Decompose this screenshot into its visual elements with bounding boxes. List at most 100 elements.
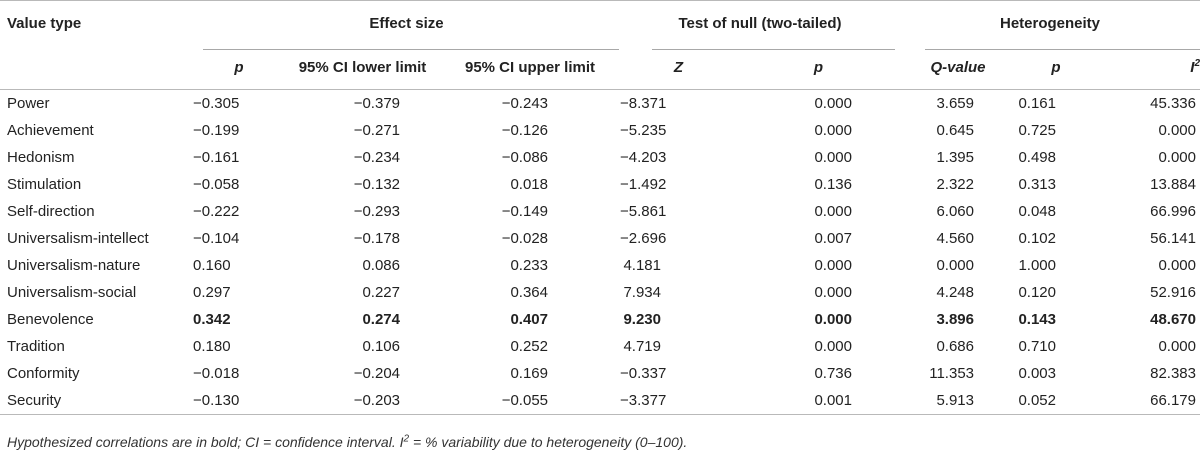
- value-z-cell: −5.861: [620, 203, 667, 220]
- value-ci-upper-cell: 0.407: [510, 311, 548, 328]
- table-row: Universalism-intellect −0.104 −0.178 −0.028…: [0, 225, 1200, 252]
- value-ci-upper-cell: 0.018: [510, 176, 548, 193]
- value-ci-upper-cell: −0.086: [501, 149, 548, 166]
- value-z-cell: −3.377: [620, 392, 667, 409]
- value-p-cell: −0.222: [193, 203, 240, 220]
- value-type-cell: Self-direction: [7, 203, 95, 220]
- value-p-het-cell: 0.143: [1018, 311, 1056, 328]
- value-q-cell: 4.248: [936, 284, 974, 301]
- header-test-of-null: Test of null (two-tailed): [678, 14, 842, 32]
- value-p-cell: −0.058: [193, 176, 240, 193]
- value-type-cell: Power: [7, 95, 50, 112]
- value-type-cell: Benevolence: [7, 311, 94, 328]
- value-p-null-cell: 0.136: [814, 176, 852, 193]
- value-p-het-cell: 0.313: [1018, 176, 1056, 193]
- value-p-cell: 0.297: [193, 284, 231, 301]
- value-p-null-cell: 0.000: [814, 257, 852, 274]
- table-row: Tradition 0.180 0.106 0.252 4.719 0.000 0.686 0…: [0, 333, 1200, 360]
- value-ci-upper-cell: −0.243: [501, 95, 548, 112]
- value-type-cell: Achievement: [7, 122, 94, 139]
- value-z-cell: 9.230: [623, 311, 661, 328]
- value-z-cell: −0.337: [620, 365, 667, 382]
- value-type-cell: Conformity: [7, 365, 80, 382]
- test-of-null-rule: [652, 49, 895, 50]
- value-ci-lower-cell: −0.203: [353, 392, 400, 409]
- value-i2-cell: 0.000: [1158, 338, 1196, 355]
- value-ci-lower-cell: −0.379: [353, 95, 400, 112]
- value-p-cell: −0.018: [193, 365, 240, 382]
- header-ci-lower: 95% CI lower limit: [298, 58, 427, 76]
- value-p-null-cell: 0.736: [814, 365, 852, 382]
- header-row-groups: Value type Effect size Test of null (two…: [0, 1, 1200, 45]
- value-p-null-cell: 0.000: [814, 284, 852, 301]
- value-i2-cell: 0.000: [1158, 122, 1196, 139]
- value-q-cell: 1.395: [936, 149, 974, 166]
- value-ci-lower-cell: 0.274: [362, 311, 400, 328]
- value-z-cell: 4.181: [623, 257, 661, 274]
- value-ci-upper-cell: −0.028: [501, 230, 548, 247]
- value-type-cell: Universalism-social: [7, 284, 137, 301]
- value-p-het-cell: 0.120: [1018, 284, 1056, 301]
- table-row: Conformity −0.018 −0.204 0.169 −0.337 0.736 11…: [0, 360, 1200, 387]
- value-z-cell: 4.719: [623, 338, 661, 355]
- header-p-heterogeneity: p: [1051, 58, 1061, 76]
- value-p-cell: −0.130: [193, 392, 240, 409]
- table-row: Self-direction −0.222 −0.293 −0.149 −5.861 0.…: [0, 198, 1200, 225]
- value-p-null-cell: 0.000: [814, 149, 852, 166]
- value-p-null-cell: 0.000: [814, 338, 852, 355]
- value-i2-cell: 0.000: [1158, 149, 1196, 166]
- value-p-het-cell: 0.102: [1018, 230, 1056, 247]
- header-value-type: Value type: [7, 14, 82, 32]
- value-ci-upper-cell: −0.055: [501, 392, 548, 409]
- value-q-cell: 2.322: [936, 176, 974, 193]
- value-p-het-cell: 0.052: [1018, 392, 1056, 409]
- value-i2-cell: 0.000: [1158, 257, 1196, 274]
- value-i2-cell: 48.670: [1150, 311, 1196, 328]
- value-ci-lower-cell: −0.271: [353, 122, 400, 139]
- value-type-cell: Stimulation: [7, 176, 82, 193]
- value-p-het-cell: 0.725: [1018, 122, 1056, 139]
- value-z-cell: −4.203: [620, 149, 667, 166]
- value-z-cell: −8.371: [620, 95, 667, 112]
- value-ci-upper-cell: 0.252: [510, 338, 548, 355]
- header-empty: [0, 45, 193, 90]
- value-p-null-cell: 0.000: [814, 203, 852, 220]
- table-footnote: Hypothesized correlations are in bold; C…: [7, 433, 688, 450]
- header-row-columns: p 95% CI lower limit 95% CI upper limit …: [0, 45, 1200, 90]
- value-ci-lower-cell: −0.293: [353, 203, 400, 220]
- value-p-het-cell: 0.048: [1018, 203, 1056, 220]
- table-row: Benevolence 0.342 0.274 0.407 9.230 0.000 3.89…: [0, 306, 1200, 333]
- header-q-value: Q-value: [930, 58, 986, 76]
- value-q-cell: 0.000: [936, 257, 974, 274]
- value-q-cell: 0.645: [936, 122, 974, 139]
- table-row: Universalism-social 0.297 0.227 0.364 7.934 0…: [0, 279, 1200, 306]
- value-q-cell: 4.560: [936, 230, 974, 247]
- value-p-het-cell: 0.710: [1018, 338, 1056, 355]
- value-i2-cell: 13.884: [1150, 176, 1196, 193]
- value-p-het-cell: 0.003: [1018, 365, 1056, 382]
- value-type-cell: Security: [7, 392, 62, 409]
- header-p-effect: p: [234, 58, 244, 76]
- value-p-het-cell: 1.000: [1018, 257, 1056, 274]
- value-p-null-cell: 0.000: [814, 122, 852, 139]
- value-p-null-cell: 0.001: [814, 392, 852, 409]
- value-p-het-cell: 0.161: [1018, 95, 1056, 112]
- value-ci-lower-cell: 0.227: [362, 284, 400, 301]
- value-ci-lower-cell: −0.204: [353, 365, 400, 382]
- value-z-cell: −1.492: [620, 176, 667, 193]
- value-i2-cell: 66.996: [1150, 203, 1196, 220]
- value-z-cell: −2.696: [620, 230, 667, 247]
- effect-size-rule: [203, 49, 619, 50]
- value-type-cell: Tradition: [7, 338, 65, 355]
- value-i2-cell: 45.336: [1150, 95, 1196, 112]
- value-ci-upper-cell: 0.364: [510, 284, 548, 301]
- value-q-cell: 6.060: [936, 203, 974, 220]
- value-q-cell: 11.353: [929, 365, 974, 382]
- header-ci-upper: 95% CI upper limit: [464, 58, 596, 76]
- value-ci-upper-cell: 0.233: [510, 257, 548, 274]
- table-row: Power −0.305 −0.379 −0.243 −8.371 0.000 3.659 0…: [0, 90, 1200, 118]
- value-i2-cell: 82.383: [1150, 365, 1196, 382]
- value-p-cell: −0.161: [193, 149, 240, 166]
- value-ci-upper-cell: −0.149: [501, 203, 548, 220]
